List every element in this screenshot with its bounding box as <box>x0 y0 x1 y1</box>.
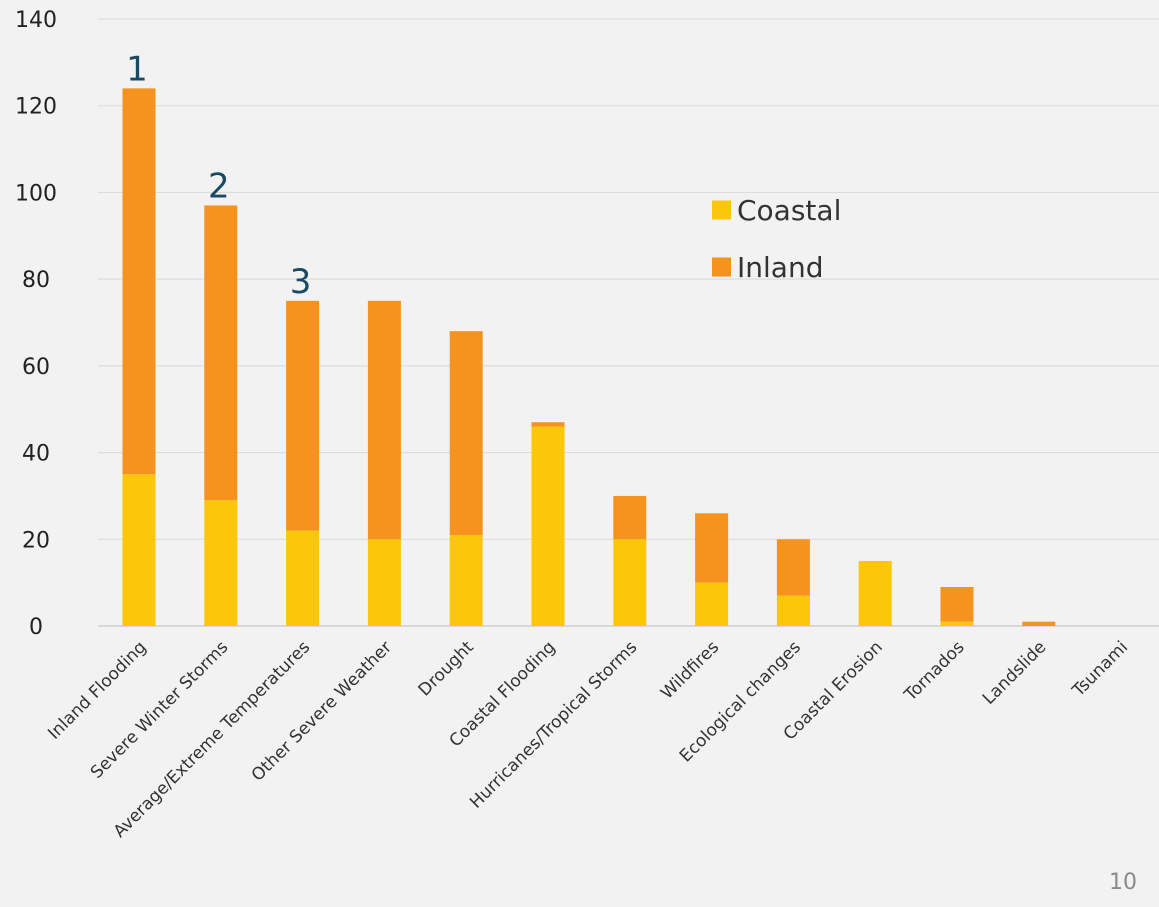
x-tick-label: Tornados <box>900 637 969 706</box>
bar-inland <box>449 331 483 535</box>
bar-coastal <box>204 500 238 626</box>
bar-coastal <box>531 426 565 626</box>
bar-inland <box>695 513 729 583</box>
rank-labels: 1 2 3 <box>126 49 311 301</box>
bar-coastal <box>613 539 647 626</box>
y-tick-label: 100 <box>15 181 57 206</box>
bar-inland <box>122 88 156 475</box>
bar-coastal <box>695 582 729 626</box>
bar-inland <box>776 539 810 596</box>
bar-coastal <box>858 560 892 626</box>
gridlines <box>98 18 1159 627</box>
x-tick-label: Landslide <box>979 637 1050 708</box>
x-tick-label: Other Severe Weather <box>248 637 396 785</box>
y-tick-label: 40 <box>22 442 50 467</box>
y-tick-label: 140 <box>15 8 57 33</box>
bar-coastal <box>122 474 156 626</box>
legend: Coastal Inland <box>712 194 841 284</box>
x-tick-label: Drought <box>415 637 478 700</box>
y-axis-tick-labels: 0 20 40 60 80 100 120 140 <box>15 8 57 640</box>
bar-inland <box>1022 621 1056 626</box>
bars <box>122 88 1056 626</box>
bar-inland <box>940 586 974 622</box>
y-tick-label: 0 <box>29 615 43 640</box>
y-tick-label: 80 <box>22 268 50 293</box>
y-tick-label: 60 <box>22 355 50 380</box>
bar-inland <box>367 300 401 540</box>
rank-label: 3 <box>290 262 312 302</box>
y-tick-label: 120 <box>15 95 57 120</box>
bar-coastal <box>940 621 974 626</box>
bar-inland <box>286 300 320 531</box>
bar-inland <box>613 495 647 540</box>
bar-inland <box>531 422 565 427</box>
rank-label: 1 <box>126 49 148 89</box>
x-tick-label: Hurricanes/Tropical Storms <box>466 637 641 812</box>
x-tick-label: Wildfires <box>657 637 723 703</box>
x-tick-label: Tsunami <box>1068 637 1132 701</box>
legend-swatch-coastal <box>712 200 731 220</box>
page-number: 10 <box>1109 870 1137 895</box>
bar-coastal <box>776 595 810 626</box>
bar-coastal <box>449 534 483 626</box>
legend-label-coastal: Coastal <box>737 194 841 227</box>
rank-label: 2 <box>208 166 230 206</box>
legend-label-inland: Inland <box>737 251 823 284</box>
x-tick-label: Severe Winter Storms <box>87 637 233 783</box>
y-tick-label: 20 <box>22 528 50 553</box>
bar-coastal <box>367 539 401 626</box>
bar-coastal <box>286 530 320 626</box>
legend-swatch-inland <box>712 257 731 277</box>
bar-inland <box>204 205 238 501</box>
